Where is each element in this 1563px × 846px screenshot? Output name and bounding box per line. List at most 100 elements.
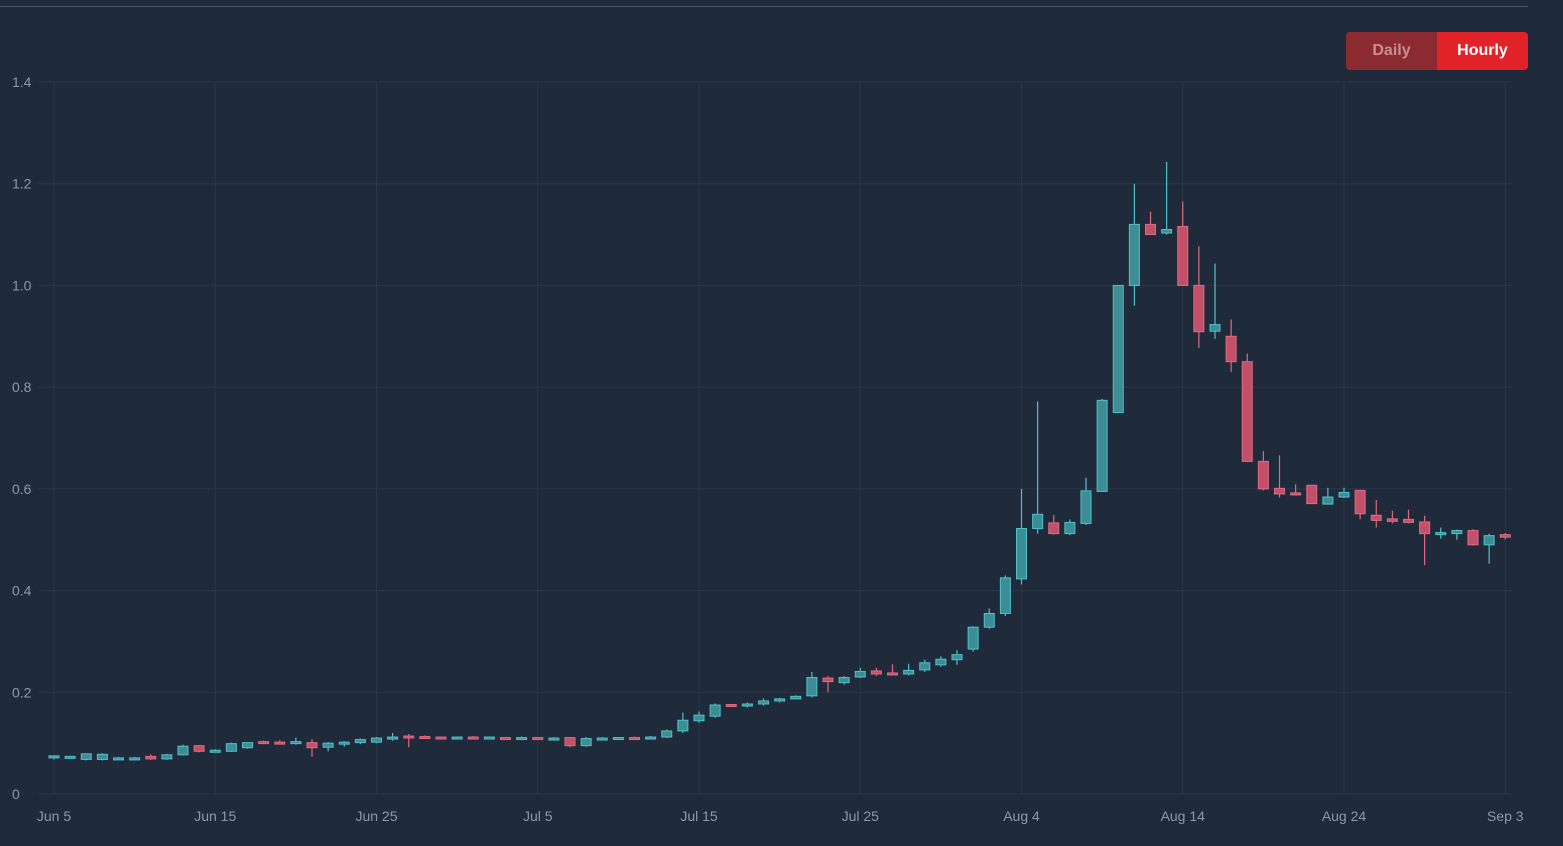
candle-body bbox=[274, 741, 286, 745]
candle-body bbox=[1419, 521, 1431, 535]
daily-button[interactable]: Daily bbox=[1346, 32, 1437, 70]
candle-body bbox=[145, 755, 157, 760]
candle bbox=[1016, 488, 1027, 585]
candle-body bbox=[1177, 225, 1189, 286]
candle-body bbox=[48, 755, 60, 759]
candle-body bbox=[1257, 460, 1269, 490]
y-tick-label: 0 bbox=[12, 786, 20, 802]
candle bbox=[822, 676, 834, 693]
candle-body bbox=[725, 703, 737, 707]
candle bbox=[177, 744, 189, 756]
candle bbox=[758, 698, 769, 706]
hourly-button[interactable]: Hourly bbox=[1437, 32, 1528, 70]
candle-body bbox=[500, 737, 511, 741]
candle-body bbox=[322, 742, 334, 748]
candle bbox=[516, 736, 528, 741]
candle-body bbox=[354, 739, 366, 744]
x-tick-label: Jun 25 bbox=[355, 808, 397, 824]
candle bbox=[854, 667, 866, 679]
candle-body bbox=[935, 658, 947, 666]
candle bbox=[1177, 201, 1189, 286]
candle bbox=[532, 737, 544, 741]
candle-body bbox=[338, 741, 350, 745]
candle bbox=[629, 736, 640, 741]
candle bbox=[709, 703, 721, 718]
candle bbox=[725, 703, 737, 708]
candle-body bbox=[806, 677, 818, 697]
candle-body bbox=[1370, 514, 1382, 521]
candle-body bbox=[564, 737, 576, 747]
candle-body bbox=[790, 695, 802, 700]
candle bbox=[403, 733, 415, 748]
candle-body bbox=[983, 612, 995, 628]
candle bbox=[983, 608, 995, 629]
candle-body bbox=[1064, 521, 1076, 535]
candle bbox=[419, 735, 431, 740]
candle bbox=[870, 667, 882, 677]
candle-body bbox=[612, 737, 624, 741]
candle-body bbox=[1354, 489, 1366, 515]
candle bbox=[338, 741, 350, 747]
candle bbox=[1483, 533, 1495, 564]
candle-body bbox=[177, 745, 189, 756]
candle bbox=[693, 711, 705, 723]
candle bbox=[371, 737, 382, 744]
candle-body bbox=[193, 745, 205, 752]
candle-body bbox=[258, 741, 270, 745]
candle bbox=[1451, 529, 1463, 540]
candle-body bbox=[1290, 492, 1302, 496]
candle bbox=[1435, 527, 1447, 539]
candle bbox=[596, 737, 608, 741]
candle-body bbox=[774, 698, 786, 702]
candle-body bbox=[838, 677, 850, 684]
candle bbox=[1161, 161, 1173, 235]
candle-body bbox=[661, 730, 673, 738]
candle bbox=[145, 754, 157, 760]
candle-body bbox=[548, 737, 560, 741]
candle bbox=[322, 742, 334, 752]
candle bbox=[661, 729, 673, 739]
candle bbox=[1145, 211, 1156, 236]
candle-body bbox=[629, 737, 640, 741]
candle bbox=[790, 695, 802, 700]
candle-body bbox=[96, 753, 108, 760]
candle-body bbox=[854, 670, 866, 678]
candle bbox=[1306, 484, 1318, 505]
candle-body bbox=[1225, 335, 1237, 363]
candle bbox=[677, 712, 689, 733]
candle bbox=[113, 756, 124, 761]
candle-body bbox=[451, 736, 463, 740]
candle bbox=[96, 753, 108, 761]
candle-body bbox=[1467, 530, 1479, 546]
candle-body bbox=[1241, 361, 1253, 462]
candle-body bbox=[758, 700, 769, 705]
candle-body bbox=[1096, 399, 1108, 492]
candle-body bbox=[435, 736, 447, 740]
candle bbox=[1112, 284, 1124, 414]
candle bbox=[161, 753, 173, 760]
candle-body bbox=[951, 654, 963, 661]
x-tick-label: Aug 14 bbox=[1161, 808, 1206, 824]
candle-body bbox=[1338, 491, 1350, 498]
y-tick-label: 1.0 bbox=[12, 277, 32, 293]
candle-body bbox=[645, 736, 657, 740]
candle bbox=[612, 737, 624, 741]
candle-body bbox=[242, 742, 253, 749]
y-tick-label: 0.4 bbox=[12, 583, 32, 599]
candle bbox=[951, 650, 963, 665]
candle bbox=[774, 697, 786, 703]
candle-body bbox=[1080, 490, 1092, 524]
candle-body bbox=[403, 735, 415, 739]
interval-toggle: Daily Hourly bbox=[1346, 32, 1528, 70]
candles bbox=[48, 161, 1511, 761]
candle-body bbox=[822, 677, 834, 683]
y-axis: 0 0.2 0.4 0.6 0.8 1.0 1.2 1.4 bbox=[12, 74, 32, 802]
y-tick-label: 0.6 bbox=[12, 481, 32, 497]
candle bbox=[741, 702, 753, 708]
candle-body bbox=[677, 719, 689, 732]
candle-body bbox=[467, 736, 479, 740]
candle bbox=[225, 742, 237, 752]
candle bbox=[1354, 489, 1366, 520]
candle-body bbox=[1274, 487, 1285, 495]
candle bbox=[1467, 529, 1479, 546]
